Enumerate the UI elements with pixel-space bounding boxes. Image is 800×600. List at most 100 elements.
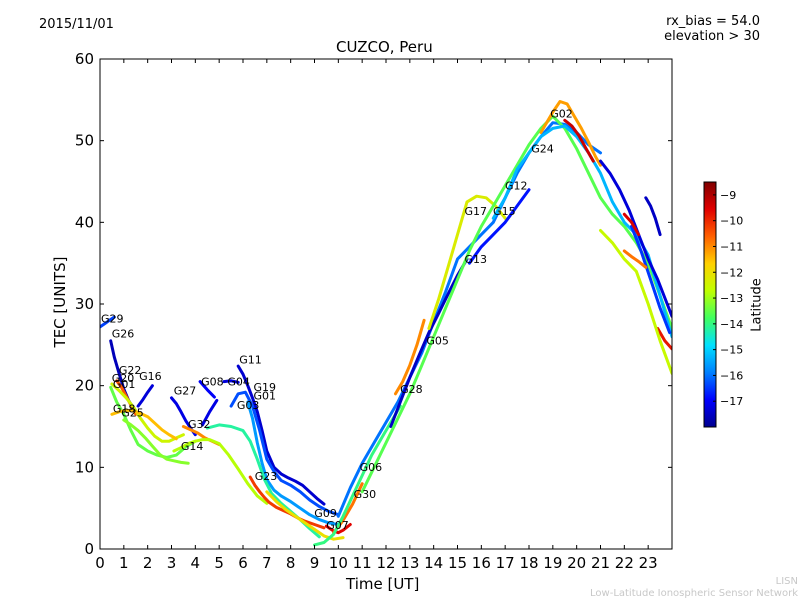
point-label-g06: G06 [360, 461, 383, 474]
rx-bias-label: rx_bias = 54.0 [666, 14, 760, 29]
series-g13 [389, 257, 469, 428]
x-tick-label: 21 [591, 554, 610, 572]
x-tick-label: 14 [424, 554, 443, 572]
point-label-g16: G16 [139, 370, 162, 383]
x-tick-label: 12 [376, 554, 395, 572]
point-label-g02: G02 [550, 108, 573, 121]
x-tick-label: 3 [167, 554, 177, 572]
series-g05 [336, 121, 602, 518]
x-tick-label: 17 [496, 554, 515, 572]
series-g08 [198, 380, 216, 399]
series-g21 [630, 224, 672, 335]
y-axis-label: TEC [UNITS] [51, 256, 69, 348]
series-g19 [229, 390, 340, 517]
elevation-label: elevation > 30 [664, 29, 760, 44]
series-g23 [248, 475, 326, 530]
point-label-g14: G14 [181, 440, 204, 453]
x-tick-label: 18 [519, 554, 538, 572]
chart-axes: 0 1 2 3 4 5 6 7 8 9 10 11 12 13 14 15 16 17 18 19 20 21 22 2301… [75, 50, 673, 572]
x-tick-label: 9 [310, 554, 320, 572]
series-g12 [360, 114, 672, 494]
series-g25 [122, 418, 190, 465]
point-label-g01: G01 [254, 389, 277, 402]
point-label-g09: G09 [314, 507, 337, 520]
x-tick-label: 6 [238, 554, 248, 572]
point-label-g03: G03 [237, 399, 260, 412]
y-tick-label: 30 [75, 295, 94, 313]
colorbar-tick-label: −16 [720, 369, 743, 382]
x-tick-label: 19 [543, 554, 562, 572]
x-tick-label: 2 [143, 554, 153, 572]
x-tick-label: 7 [262, 554, 272, 572]
y-tick-label: 0 [84, 540, 94, 558]
x-tick-label: 10 [329, 554, 348, 572]
series-g02r [563, 118, 595, 163]
point-label-g04: G04 [227, 375, 250, 388]
colorbar-gradient [703, 181, 717, 428]
x-tick-label: 16 [472, 554, 491, 572]
x-tick-label: 11 [353, 554, 372, 572]
point-label-g24: G24 [531, 143, 554, 156]
point-label-g19: G19 [254, 381, 277, 394]
point-label-g23: G23 [255, 470, 278, 483]
series-g04 [201, 398, 219, 427]
point-label-g17: G17 [464, 205, 487, 218]
colorbar-tick-label: −13 [720, 292, 743, 305]
x-tick-label: 5 [214, 554, 224, 572]
y-tick-label: 10 [75, 458, 94, 476]
y-tick-label: 40 [75, 213, 94, 231]
point-label-g22: G22 [119, 364, 142, 377]
point-label-g15: G15 [493, 205, 516, 218]
x-tick-label: 20 [567, 554, 586, 572]
point-label-g13: G13 [464, 253, 487, 266]
point-label-g28: G28 [400, 383, 423, 396]
series-g15 [467, 188, 531, 265]
x-tick-label: 22 [615, 554, 634, 572]
series-g33 [622, 212, 641, 237]
point-label-g11: G11 [239, 353, 262, 366]
point-label-g08: G08 [201, 375, 224, 388]
series-g37 [644, 196, 662, 237]
series-g07 [324, 523, 352, 535]
point-label-g20: G20 [112, 372, 135, 385]
watermark-network: Low-Latitude Ionospheric Sensor Network [590, 588, 798, 599]
point-label-g05: G05 [426, 335, 449, 348]
point-label-g01: G01 [113, 378, 136, 391]
chart-title: CUZCO, Peru [336, 38, 433, 56]
series-g01 [246, 400, 340, 526]
point-label-g27: G27 [174, 384, 197, 397]
colorbar-label: Latitude [749, 278, 765, 332]
x-tick-label: 15 [448, 554, 467, 572]
series-g14 [172, 438, 269, 505]
point-label-g32: G32 [188, 418, 211, 431]
colorbar-tick-label: −15 [720, 344, 743, 357]
series-g35 [656, 327, 672, 351]
plot-frame [99, 58, 673, 550]
colorbar-tick-label: −11 [720, 240, 743, 253]
x-tick-label: 1 [119, 554, 129, 572]
series-g34 [622, 249, 648, 269]
y-tick-label: 50 [75, 132, 94, 150]
series-g06 [313, 404, 402, 547]
date-label: 2015/11/01 [39, 17, 114, 32]
point-label-g26: G26 [112, 327, 135, 340]
point-label-g12: G12 [505, 179, 528, 192]
series-g11 [236, 364, 326, 506]
x-tick-label: 0 [95, 554, 105, 572]
series-g04b [222, 379, 240, 384]
point-label-g18: G18 [113, 402, 136, 415]
colorbar-tick-label: −9 [720, 189, 736, 202]
x-tick-label: 23 [639, 554, 658, 572]
series-g36 [599, 229, 672, 375]
series-g18 [110, 408, 178, 441]
point-label-g07: G07 [326, 519, 349, 532]
x-tick-label: 4 [191, 554, 201, 572]
watermark-lisn: LISN [775, 576, 798, 587]
y-tick-label: 60 [75, 50, 94, 68]
latitude-colorbar: −9 −10 −11 −12 −13 −14 −15 −16 −17 [703, 181, 743, 428]
series-g28 [394, 318, 426, 396]
point-label-g30: G30 [354, 488, 377, 501]
x-tick-label: 13 [400, 554, 419, 572]
